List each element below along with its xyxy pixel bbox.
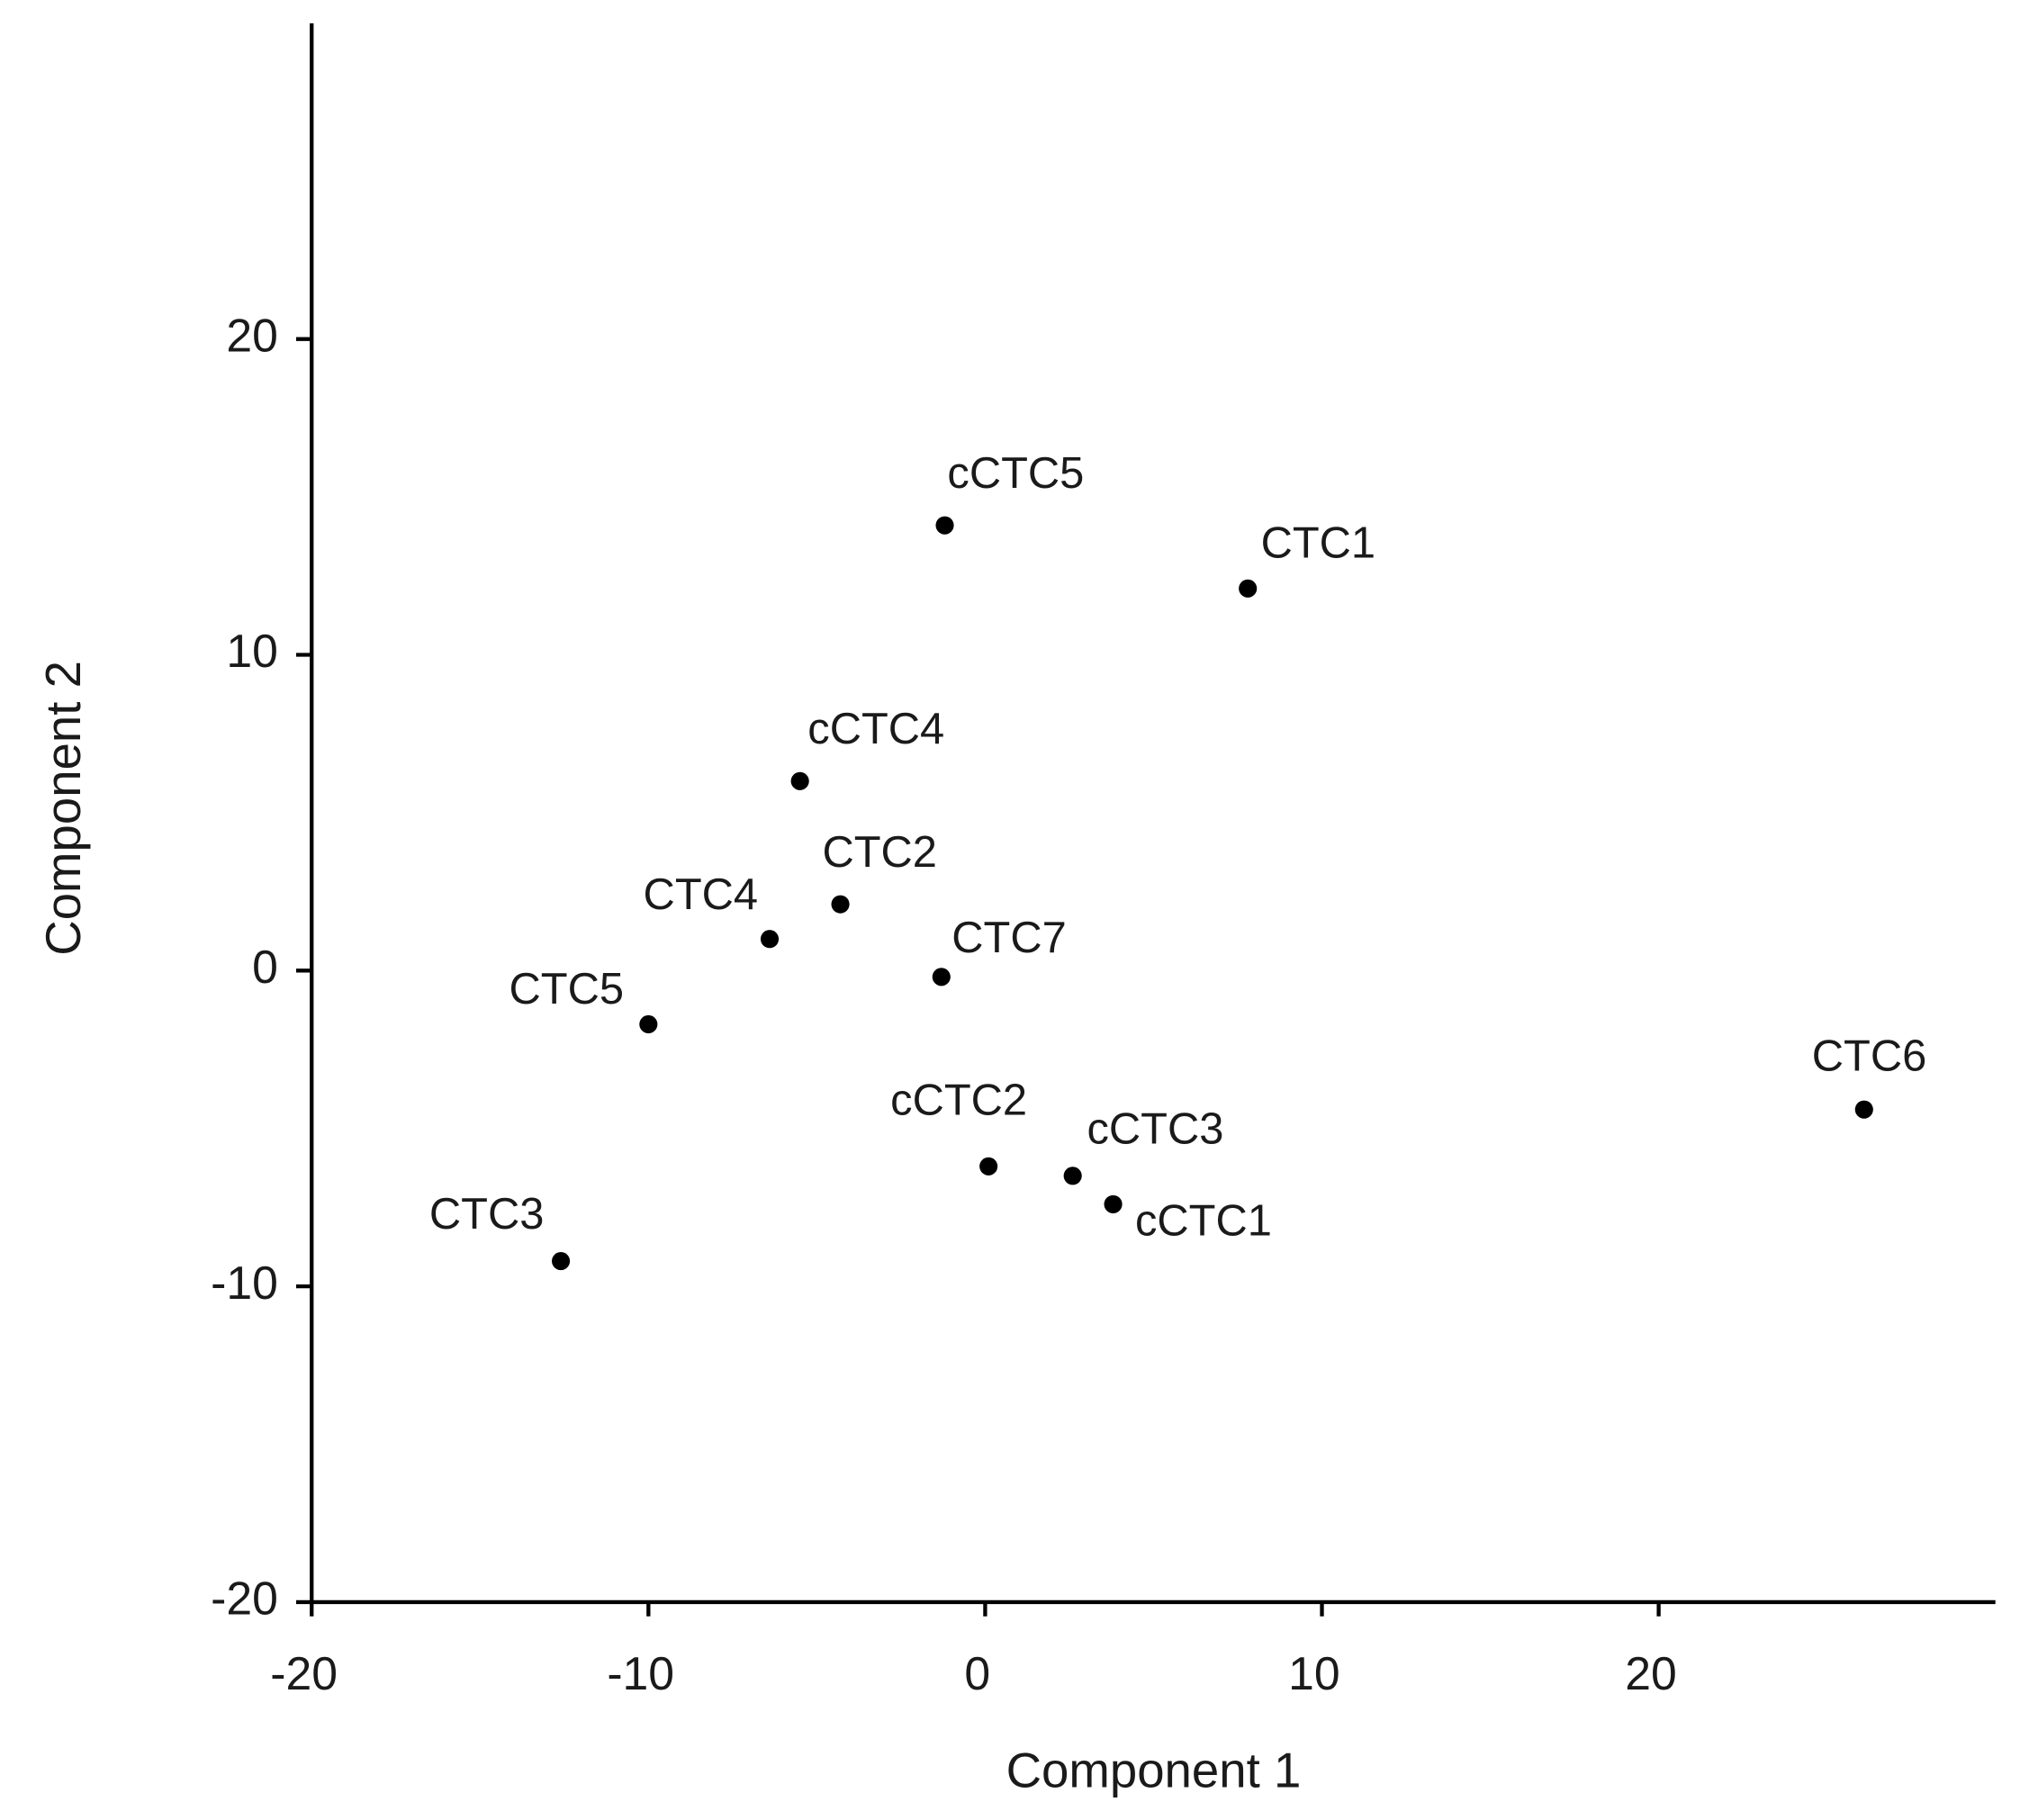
y-tick-label: -20	[211, 1572, 278, 1625]
point	[552, 1251, 571, 1271]
point	[979, 1157, 998, 1176]
x-tick-label: -10	[607, 1647, 674, 1699]
point-label: CTC3	[429, 1190, 545, 1239]
y-tick-label: 0	[252, 941, 278, 993]
point-label: cCTC5	[947, 449, 1084, 498]
point-label: CTC4	[644, 870, 759, 919]
x-tick-label: -20	[270, 1647, 338, 1699]
x-tick-label: 20	[1625, 1647, 1677, 1699]
point	[935, 516, 954, 535]
y-tick-label: 10	[226, 625, 278, 677]
x-tick-label: 10	[1288, 1647, 1340, 1699]
point-label: cCTC2	[890, 1076, 1027, 1124]
point	[790, 771, 809, 790]
y-tick-label: -10	[211, 1257, 278, 1309]
point	[1239, 579, 1258, 598]
point	[1854, 1100, 1873, 1119]
point-label: CTC1	[1261, 518, 1376, 567]
point	[1104, 1194, 1123, 1213]
point-label: CTC2	[822, 828, 937, 877]
point-label: CTC5	[510, 965, 625, 1014]
y-axis-title: Component 2	[36, 661, 91, 956]
point-label: CTC7	[951, 914, 1067, 962]
point	[831, 895, 850, 914]
y-tick-label: 20	[226, 309, 278, 361]
point	[932, 968, 951, 987]
point-label: cCTC1	[1135, 1196, 1272, 1245]
point-label: CTC6	[1812, 1032, 1927, 1081]
point	[760, 930, 780, 949]
point	[639, 1014, 658, 1033]
point-label: cCTC3	[1087, 1104, 1223, 1153]
x-tick-label: 0	[964, 1647, 990, 1699]
x-axis-title: Component 1	[1006, 1743, 1302, 1797]
point	[1063, 1167, 1082, 1185]
point-label: cCTC4	[807, 705, 944, 753]
